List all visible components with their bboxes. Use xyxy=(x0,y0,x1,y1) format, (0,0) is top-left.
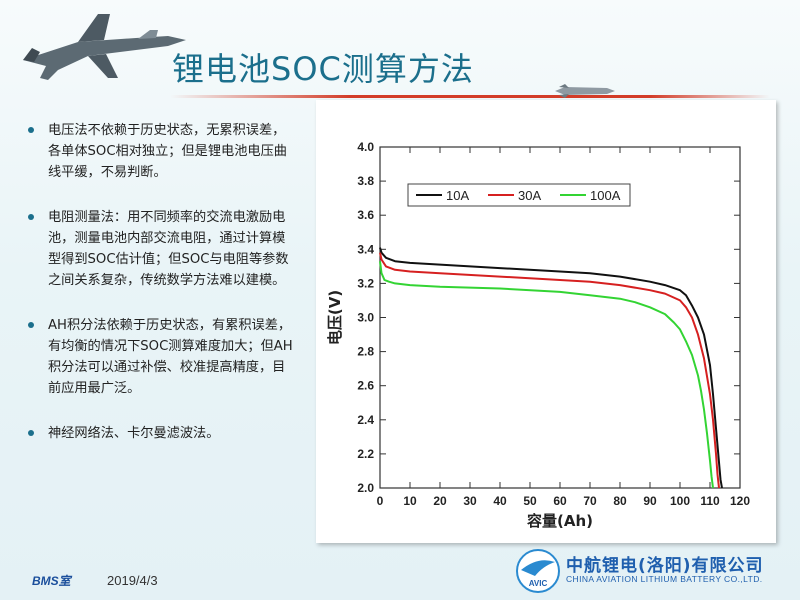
x-tick-label: 70 xyxy=(583,494,597,508)
bullet-dot-icon xyxy=(28,127,34,133)
y-tick-label: 3.4 xyxy=(357,242,374,256)
bullet-item: 电压法不依赖于历史状态，无累积误差，各单体SOC相对独立；但是锂电池电压曲线平缓… xyxy=(28,120,298,183)
y-tick-label: 2.0 xyxy=(357,481,374,495)
x-tick-label: 110 xyxy=(700,494,720,508)
bullet-text: 电阻测量法：用不同频率的交流电激励电池，测量电池内部交流电阻，通过计算模型得到S… xyxy=(48,210,289,288)
bullet-text: 电压法不依赖于历史状态，无累积误差，各单体SOC相对独立；但是锂电池电压曲线平缓… xyxy=(48,123,287,180)
missile-icon xyxy=(555,84,615,98)
bullet-dot-icon xyxy=(28,214,34,220)
slide-title: 锂电池SOC测算方法 xyxy=(172,50,474,88)
y-tick-label: 2.6 xyxy=(357,379,374,393)
x-tick-label: 20 xyxy=(433,494,447,508)
bullet-dot-icon xyxy=(28,430,34,436)
y-axis-label: 电压(V) xyxy=(326,290,344,345)
bullet-dot-icon xyxy=(28,322,34,328)
x-axis-label: 容量(Ah) xyxy=(526,512,593,530)
y-tick-label: 2.2 xyxy=(357,447,374,461)
x-tick-label: 80 xyxy=(613,494,627,508)
footer-mark: BMS室 xyxy=(32,574,71,588)
avic-logo-icon: AVIC xyxy=(516,549,560,593)
y-tick-label: 3.8 xyxy=(357,174,374,188)
bullet-text: AH积分法依赖于历史状态，有累积误差，有均衡的情况下SOC测算难度加大；但AH积… xyxy=(48,318,293,396)
x-tick-label: 30 xyxy=(463,494,477,508)
chart-svg: 0 10 20 30 40 50 60 70 80 90 100 110 120 2.0 2.2 2.4 2.6… xyxy=(326,140,750,530)
series-line-100A xyxy=(379,261,714,489)
bullet-item: 神经网络法、卡尔曼滤波法。 xyxy=(28,423,298,444)
x-tick-label: 120 xyxy=(730,494,750,508)
fighter-jet-icon xyxy=(23,14,186,80)
slide-date: 2019/4/3 xyxy=(107,573,158,588)
x-tick-label: 90 xyxy=(643,494,657,508)
title-divider xyxy=(170,95,770,98)
legend-label: 10A xyxy=(446,188,469,203)
legend-label: 30A xyxy=(518,188,541,203)
x-tick-label: 40 xyxy=(493,494,507,508)
x-tick-label: 0 xyxy=(377,494,384,508)
x-tick-label: 100 xyxy=(670,494,690,508)
x-tick-label: 10 xyxy=(403,494,417,508)
bullet-text: 神经网络法、卡尔曼滤波法。 xyxy=(48,426,220,441)
legend-box xyxy=(407,183,631,207)
y-tick-label: 3.0 xyxy=(357,311,374,325)
x-tick-label: 50 xyxy=(523,494,537,508)
legend-label: 100A xyxy=(590,188,621,203)
series-line-30A xyxy=(379,252,720,489)
y-tick-label: 3.6 xyxy=(357,208,374,222)
logo-text: AVIC xyxy=(529,579,548,588)
company-name-cn: 中航锂电(洛阳)有限公司 xyxy=(566,556,764,576)
company-name-en: CHINA AVIATION LITHIUM BATTERY CO.,LTD. xyxy=(566,574,763,584)
discharge-chart: 0 10 20 30 40 50 60 70 80 90 100 110 120 2.0 2.2 2.4 2.6… xyxy=(316,100,776,543)
bullet-item: AH积分法依赖于历史状态，有累积误差，有均衡的情况下SOC测算难度加大；但AH积… xyxy=(28,315,298,399)
y-tick-label: 3.2 xyxy=(357,276,374,290)
y-tick-label: 2.4 xyxy=(357,413,374,427)
bullet-list: 电压法不依赖于历史状态，无累积误差，各单体SOC相对独立；但是锂电池电压曲线平缓… xyxy=(28,120,298,468)
series-line-10A xyxy=(379,247,723,489)
bullet-item: 电阻测量法：用不同频率的交流电激励电池，测量电池内部交流电阻，通过计算模型得到S… xyxy=(28,207,298,291)
y-tick-label: 4.0 xyxy=(357,140,374,154)
y-tick-label: 2.8 xyxy=(357,345,374,359)
x-tick-label: 60 xyxy=(553,494,567,508)
